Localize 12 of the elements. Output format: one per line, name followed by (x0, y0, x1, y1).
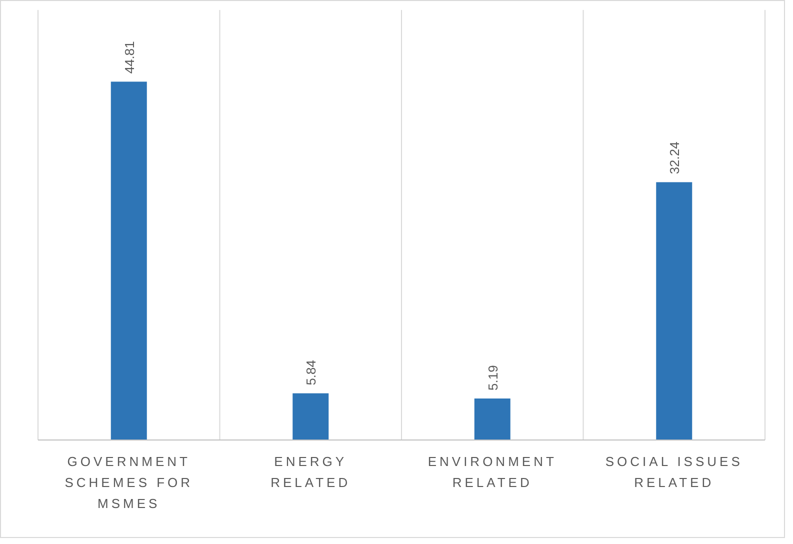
x-tick-label: GOVERNMENT SCHEMES FOR MSMES (64, 454, 194, 511)
data-label: 5.19 (485, 365, 500, 390)
x-tick-label: ENVIRONMENT RELATED (428, 454, 557, 490)
x-tick-label: SOCIAL ISSUES RELATED (605, 454, 743, 490)
bar (656, 182, 692, 440)
data-label: 32.24 (667, 142, 682, 174)
bar (474, 398, 510, 440)
bar (292, 393, 329, 440)
data-label: 5.84 (304, 360, 319, 386)
bar (110, 82, 147, 440)
data-label: 44.81 (122, 41, 137, 74)
x-tick-label: ENERGY RELATED (270, 454, 351, 490)
